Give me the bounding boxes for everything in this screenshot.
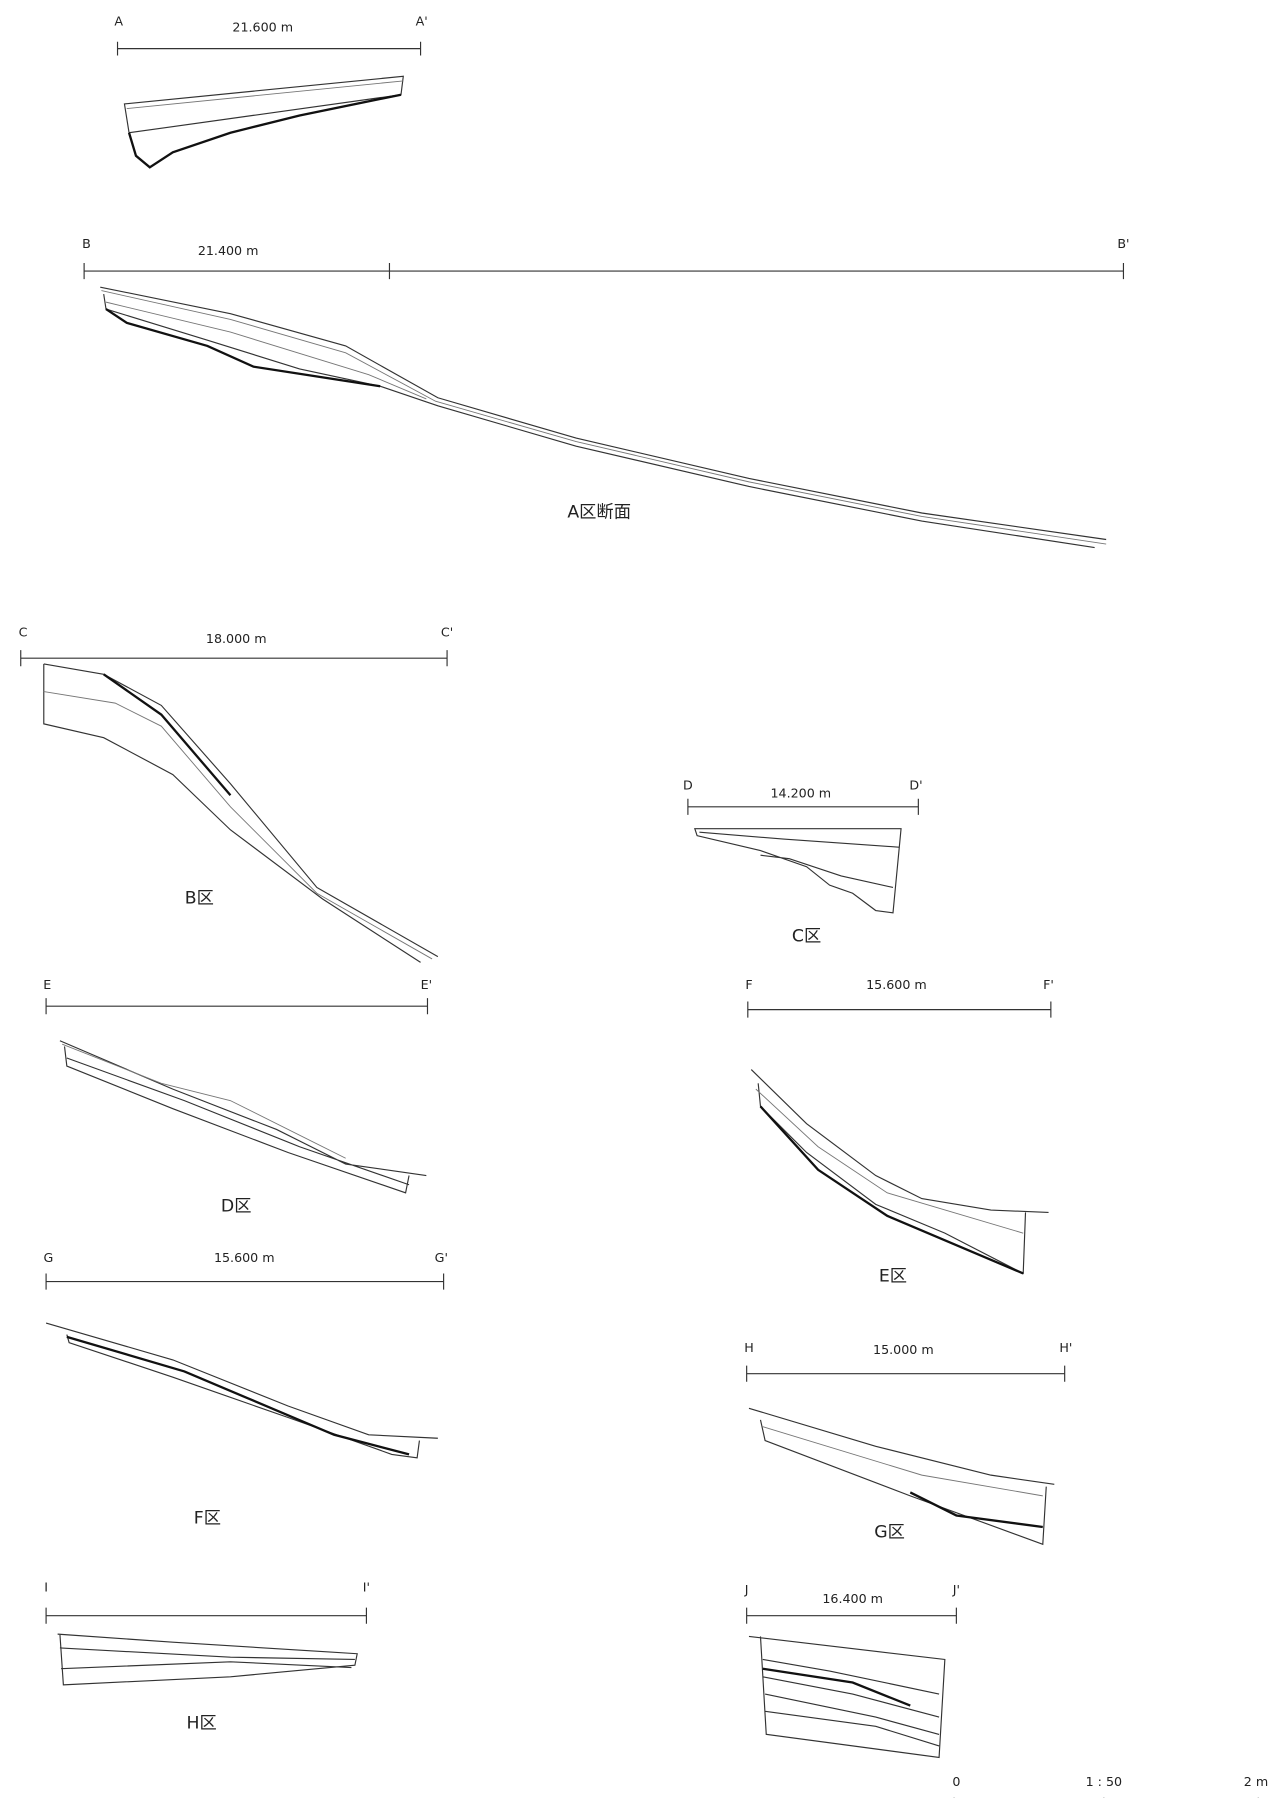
right-label: I' xyxy=(363,1580,370,1595)
layer-line xyxy=(44,692,432,959)
section-d: D D' 14.200 m C区 xyxy=(683,778,923,947)
reference-line xyxy=(46,1273,444,1289)
section-drawings: A A' 21.600 m B B' 21.400 m A区断面 C C' 18… xyxy=(0,0,1279,1798)
section-g: G G' 15.600 m F区 xyxy=(43,1250,447,1529)
section-i: I I' H区 xyxy=(44,1580,370,1734)
caption: D区 xyxy=(221,1196,252,1216)
right-label: D' xyxy=(909,778,922,793)
section-f: F F' 15.600 m E区 xyxy=(745,977,1054,1287)
caption: E区 xyxy=(879,1267,907,1287)
profile xyxy=(46,1323,438,1458)
left-label: C xyxy=(19,624,28,639)
profile xyxy=(751,1070,1048,1274)
profile-bottom xyxy=(760,1106,1023,1273)
caption: G区 xyxy=(874,1522,905,1542)
right-label: F' xyxy=(1043,977,1054,992)
left-label: B xyxy=(82,236,91,251)
length-label: 16.400 m xyxy=(822,1591,883,1606)
left-label: A xyxy=(114,14,123,29)
layer-line xyxy=(127,81,404,109)
profile-bottom xyxy=(129,95,401,168)
profile xyxy=(695,829,901,913)
length-label: 21.600 m xyxy=(232,19,293,34)
scale-start: 0 xyxy=(952,1774,960,1789)
reference-line xyxy=(46,998,427,1014)
caption: H区 xyxy=(187,1714,217,1734)
reference-line xyxy=(688,799,918,815)
right-label: E' xyxy=(421,977,432,992)
profile-bottom xyxy=(763,1669,910,1706)
right-label: H' xyxy=(1059,1340,1072,1355)
reference-line xyxy=(747,1608,957,1624)
section-a: A A' 21.600 m xyxy=(114,14,427,168)
left-label: G xyxy=(43,1250,53,1265)
scale-ratio: 1 : 50 xyxy=(1086,1774,1122,1789)
profile-bottom xyxy=(104,674,231,795)
reference-line xyxy=(21,650,447,666)
right-label: J' xyxy=(952,1582,960,1597)
right-label: A' xyxy=(416,14,428,29)
profile xyxy=(58,1634,358,1685)
length-label: 14.200 m xyxy=(770,786,831,801)
reference-line xyxy=(84,263,1123,279)
left-label: H xyxy=(744,1340,754,1355)
caption: A区断面 xyxy=(567,503,631,523)
layer-line xyxy=(756,1089,1023,1233)
right-label: G' xyxy=(435,1250,448,1265)
profile-bottom xyxy=(910,1492,1043,1527)
left-label: I xyxy=(44,1580,48,1595)
length-label: 15.600 m xyxy=(866,977,927,992)
length-label: 18.000 m xyxy=(206,631,267,646)
reference-line xyxy=(748,1002,1051,1018)
length-label: 21.400 m xyxy=(198,243,259,258)
right-label: C' xyxy=(441,624,453,639)
section-c: C C' 18.000 m B区 xyxy=(19,624,454,962)
caption: C区 xyxy=(792,927,821,947)
section-b: B B' 21.400 m A区断面 xyxy=(82,236,1129,548)
profile-bottom xyxy=(106,309,380,386)
section-h: H H' 15.000 m G区 xyxy=(744,1340,1072,1544)
profile xyxy=(60,1041,426,1193)
left-label: D xyxy=(683,778,693,793)
section-j: J J' 16.400 m I区 xyxy=(744,1582,960,1798)
scale-end: 2 m xyxy=(1244,1774,1268,1789)
reference-line xyxy=(46,1608,366,1624)
reference-line xyxy=(747,1366,1065,1382)
profile xyxy=(749,1636,945,1757)
left-label: J xyxy=(744,1582,749,1597)
scale-bar: 0 1 : 50 2 m xyxy=(952,1774,1268,1798)
left-label: F xyxy=(745,977,752,992)
section-e: E E' D区 xyxy=(43,977,432,1216)
caption: B区 xyxy=(185,889,214,909)
caption: F区 xyxy=(194,1509,221,1529)
layer-line xyxy=(763,1427,1043,1496)
profile xyxy=(44,664,438,962)
length-label: 15.000 m xyxy=(873,1342,934,1357)
length-label: 15.600 m xyxy=(214,1250,275,1265)
left-label: E xyxy=(43,977,51,992)
reference-line xyxy=(118,42,421,56)
right-label: B' xyxy=(1117,236,1129,251)
profile-bottom xyxy=(67,1337,409,1455)
